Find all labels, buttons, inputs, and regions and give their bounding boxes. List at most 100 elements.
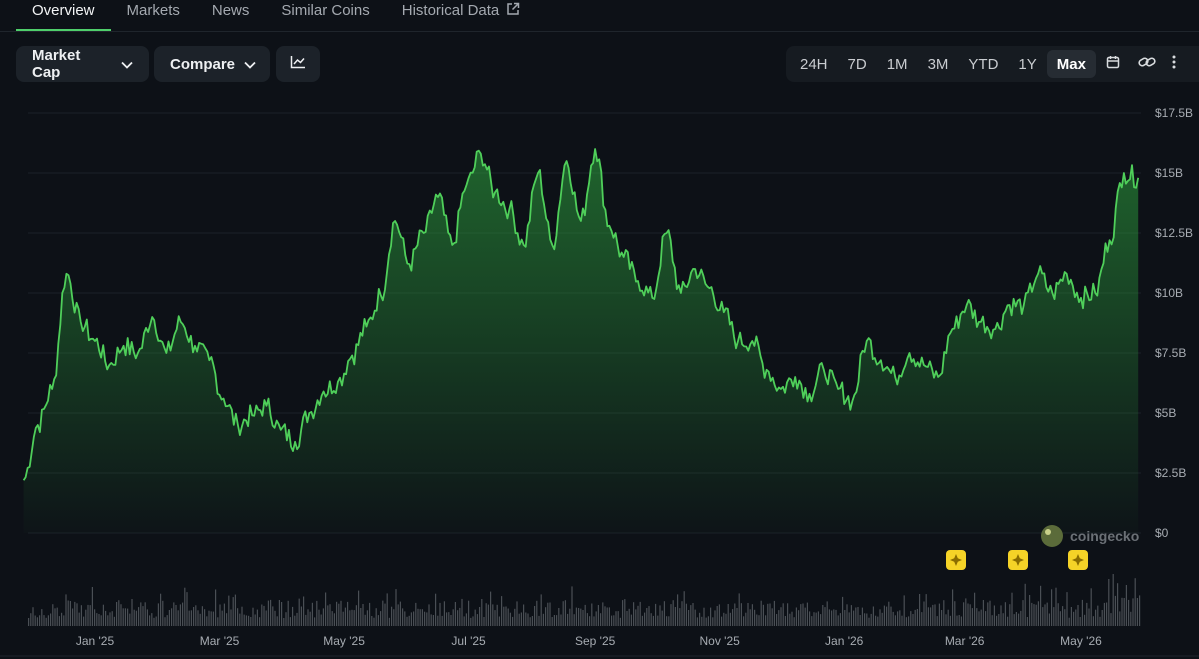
volume-bar	[670, 604, 672, 626]
volume-bar	[872, 606, 874, 626]
volume-bar	[256, 609, 258, 626]
volume-bar	[661, 610, 663, 626]
volume-bar	[67, 600, 69, 626]
volume-bar	[80, 605, 82, 626]
volume-bar	[1009, 604, 1011, 626]
chart-type-button[interactable]	[276, 46, 320, 82]
volume-bar	[571, 586, 573, 626]
volume-bar	[804, 607, 806, 626]
watermark-text: coingecko	[1070, 528, 1139, 544]
range-1y[interactable]: 1Y	[1018, 55, 1037, 73]
volume-bar	[272, 606, 274, 626]
volume-bar	[846, 604, 848, 626]
x-tick-label: Mar '25	[200, 634, 240, 648]
volume-bar	[668, 616, 670, 626]
tab-historical-data[interactable]: Historical Data	[386, 0, 537, 31]
coingecko-logo-icon	[1041, 525, 1063, 547]
range-1m[interactable]: 1M	[886, 55, 908, 73]
volume-bar	[311, 602, 313, 626]
y-tick-label: $12.5B	[1155, 226, 1193, 240]
volume-bar	[866, 613, 868, 626]
range-ytd[interactable]: YTD	[968, 55, 999, 73]
volume-bar	[736, 608, 738, 626]
volume-bar	[767, 603, 769, 626]
tab-similar-coins[interactable]: Similar Coins	[265, 0, 385, 31]
volume-bar	[813, 612, 815, 626]
volume-bar	[857, 607, 859, 626]
volume-bar	[468, 600, 470, 626]
volume-bar	[617, 611, 619, 626]
event-marker[interactable]	[1068, 550, 1088, 570]
volume-bar	[945, 614, 947, 626]
volume-bar	[628, 608, 630, 626]
volume-bar	[28, 618, 30, 626]
volume-bar	[1015, 612, 1017, 626]
volume-bar	[76, 603, 78, 626]
volume-bar	[622, 600, 624, 626]
volume-bar	[659, 605, 661, 626]
volume-bar	[1130, 611, 1132, 626]
volume-bar	[589, 616, 591, 626]
volume-bar	[831, 610, 833, 626]
volume-bar	[421, 609, 423, 626]
volume-bar	[839, 613, 841, 626]
y-tick-label: $10B	[1155, 286, 1183, 300]
more-options-button[interactable]	[1164, 50, 1184, 78]
volume-bar	[1024, 583, 1026, 626]
tab-news[interactable]: News	[196, 0, 266, 31]
volume-bar	[472, 616, 474, 626]
volume-bar	[1084, 614, 1086, 626]
volume-bar	[168, 610, 170, 626]
volume-bar	[470, 617, 472, 626]
volume-bar	[336, 601, 338, 626]
tab-markets[interactable]: Markets	[111, 0, 196, 31]
volume-bar	[754, 609, 756, 626]
volume-bar	[1013, 614, 1015, 626]
volume-bar	[395, 589, 397, 626]
volume-bar	[83, 616, 85, 626]
volume-bar	[151, 613, 153, 626]
volume-bar	[340, 600, 342, 626]
volume-bar	[432, 615, 434, 626]
volume-bar	[111, 611, 113, 626]
tab-overview[interactable]: Overview	[16, 0, 111, 31]
volume-bar	[221, 610, 223, 626]
volume-bar	[131, 599, 133, 626]
volume-bar	[41, 609, 43, 626]
range-24h[interactable]: 24H	[800, 55, 828, 73]
volume-bar	[463, 616, 465, 626]
metric-dropdown[interactable]: Market Cap	[16, 46, 149, 82]
compare-dropdown[interactable]: Compare	[154, 46, 270, 82]
share-link-button[interactable]	[1130, 50, 1164, 78]
volume-bar	[118, 600, 120, 626]
volume-bar	[773, 600, 775, 626]
volume-bar	[980, 609, 982, 626]
range-7d[interactable]: 7D	[847, 55, 867, 73]
volume-bar	[307, 609, 309, 626]
volume-bar	[982, 600, 984, 626]
volume-bar	[1095, 609, 1097, 626]
volume-bar	[265, 610, 267, 626]
volume-bar	[582, 610, 584, 626]
volume-bar	[564, 600, 566, 626]
volume-bar	[1031, 602, 1033, 626]
volume-bar	[353, 610, 355, 626]
calendar-button[interactable]	[1096, 50, 1130, 78]
volume-bar	[725, 613, 727, 626]
event-marker[interactable]	[946, 550, 966, 570]
volume-bar	[1073, 611, 1075, 626]
volume-bar	[305, 614, 307, 626]
volume-bar	[1125, 585, 1127, 626]
range-max[interactable]: Max	[1046, 50, 1096, 78]
event-marker[interactable]	[1008, 550, 1028, 570]
volume-bar	[1051, 589, 1053, 626]
volume-bar	[595, 611, 597, 626]
volume-bar	[232, 597, 234, 626]
volume-bar	[694, 609, 696, 626]
volume-bar	[245, 615, 247, 626]
volume-bar	[52, 604, 54, 626]
volume-bar	[386, 593, 388, 626]
range-3m[interactable]: 3M	[927, 55, 949, 73]
volume-bar	[685, 603, 687, 626]
